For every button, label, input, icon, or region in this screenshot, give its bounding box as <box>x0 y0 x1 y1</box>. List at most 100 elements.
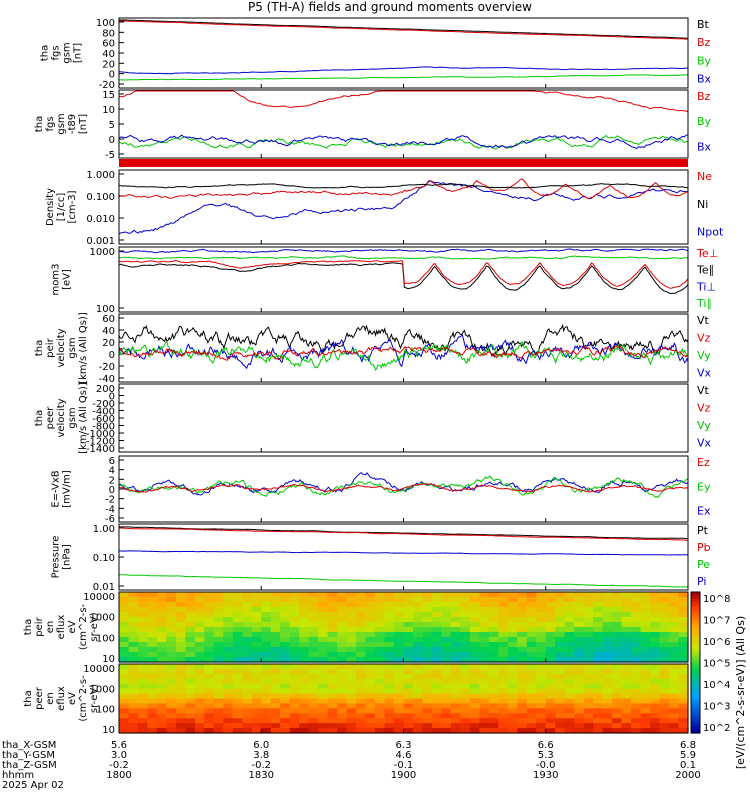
spectro-cell <box>175 592 186 598</box>
spectro-cell <box>517 632 528 638</box>
spectro-cell <box>204 607 215 613</box>
spectro-cell <box>270 612 281 618</box>
spectro-cell <box>441 728 452 734</box>
spectro-cell <box>450 622 461 628</box>
spectro-cell <box>394 622 405 628</box>
spectro-cell <box>289 673 300 680</box>
spectro-cell <box>299 632 310 638</box>
spectro-cell <box>631 683 642 690</box>
spectro-cell <box>631 612 642 618</box>
spectro-cell <box>526 622 537 628</box>
spectro-cell <box>119 683 130 690</box>
spectro-cell <box>223 622 234 628</box>
spectro-cell <box>593 664 604 670</box>
spectro-cell <box>536 708 547 714</box>
spectro-cell <box>593 592 604 598</box>
y-tick-label: 40 <box>102 49 115 60</box>
spectro-cell <box>545 597 556 603</box>
spectro-cell <box>194 617 205 623</box>
spectro-cell <box>640 664 651 670</box>
spectro-cell <box>413 607 424 613</box>
spectro-cell <box>422 708 433 714</box>
spectro-cell <box>659 637 670 643</box>
spectro-cell <box>413 652 424 658</box>
spectro-cell <box>650 607 661 613</box>
spectro-cell <box>526 673 537 680</box>
spectro-cell <box>659 683 670 690</box>
spectro-cell <box>403 612 414 618</box>
spectro-cell <box>413 637 424 643</box>
spectro-cell <box>156 637 167 643</box>
spectro-cell <box>621 657 632 663</box>
spectro-cell <box>555 673 566 680</box>
spectro-cell <box>261 627 272 633</box>
spectro-cell <box>650 693 661 700</box>
spectro-cell <box>441 683 452 690</box>
spectro-cell <box>242 607 253 613</box>
legend-Te∥: Te∥ <box>696 264 714 277</box>
spectro-cell <box>593 597 604 603</box>
spectro-cell <box>299 602 310 608</box>
spectro-cell <box>431 652 442 658</box>
spectro-cell <box>280 698 291 704</box>
spectro-cell <box>270 664 281 670</box>
spectro-cell <box>289 728 300 734</box>
spectro-cell <box>185 688 196 695</box>
spectro-cell <box>669 657 680 663</box>
spectro-cell <box>488 693 499 700</box>
spectro-cell <box>299 693 310 700</box>
spectro-cell <box>204 683 215 690</box>
spectro-cell <box>166 612 177 618</box>
spectro-cell <box>583 617 594 623</box>
spectro-cell <box>659 668 670 675</box>
spectro-cell <box>204 703 215 709</box>
y-title-line: Pressure <box>51 536 62 579</box>
spectro-cell <box>621 597 632 603</box>
spectro-cell <box>545 602 556 608</box>
spectro-cell <box>574 647 585 653</box>
spectro-cell <box>270 678 281 685</box>
spectro-cell <box>280 673 291 680</box>
spectro-cell <box>488 723 499 729</box>
spectro-cell <box>232 728 243 734</box>
spectro-cell <box>441 698 452 704</box>
spectro-cell <box>450 728 461 734</box>
spectro-cell <box>138 703 149 709</box>
spectro-cell <box>441 617 452 623</box>
spectro-cell <box>261 597 272 603</box>
spectro-cell <box>365 683 376 690</box>
spectro-cell <box>640 703 651 709</box>
spectro-cell <box>403 607 414 613</box>
spectro-cell <box>659 723 670 729</box>
spectro-cell <box>583 688 594 695</box>
spectro-cell <box>441 597 452 603</box>
spectro-cell <box>166 607 177 613</box>
spectro-cell <box>251 664 262 670</box>
spectro-cell <box>678 637 689 643</box>
colorbar-cell <box>691 648 700 653</box>
spectro-cell <box>526 683 537 690</box>
spectro-cell <box>422 612 433 618</box>
spectro-cell <box>166 688 177 695</box>
spectro-cell <box>261 723 272 729</box>
spectro-cell <box>213 627 224 633</box>
spectro-cell <box>650 632 661 638</box>
panel-frame <box>118 89 689 159</box>
spectro-cell <box>536 592 547 598</box>
spectro-cell <box>507 627 518 633</box>
spectro-cell <box>175 678 186 685</box>
spectro-cell <box>583 668 594 675</box>
spectro-cell <box>337 673 348 680</box>
spectro-cell <box>213 708 224 714</box>
spectro-cell <box>346 688 357 695</box>
legend-Npot: Npot <box>697 226 724 239</box>
y-tick-label: 0.10 <box>93 553 115 564</box>
spectro-cell <box>138 652 149 658</box>
spectro-cell <box>289 632 300 638</box>
colorbar-tick: 10^7 <box>703 616 730 627</box>
spectro-cell <box>498 632 509 638</box>
spectro-cell <box>261 617 272 623</box>
spectro-cell <box>119 607 130 613</box>
